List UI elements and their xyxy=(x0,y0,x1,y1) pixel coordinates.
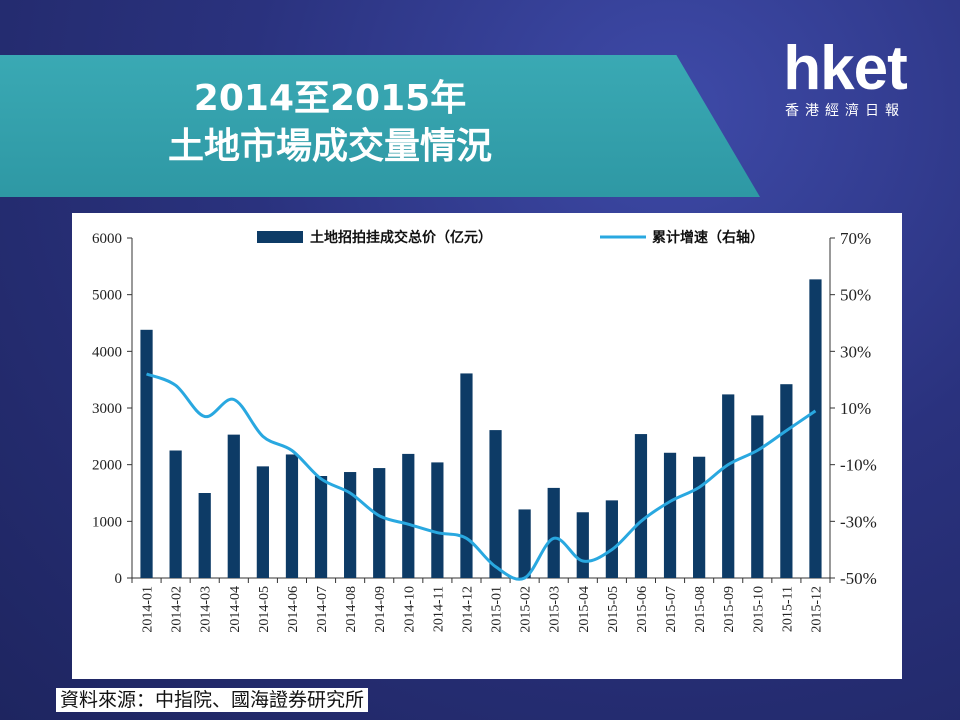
chart-panel: 0 1000 2000 3000 4000 5000 6000 -50% -30% -10% 10%… xyxy=(72,213,902,679)
line-series-cumulative-growth xyxy=(145,372,817,581)
bar-2014-11 xyxy=(431,462,444,578)
logo-wordmark: hket xyxy=(783,34,907,103)
bar-2014-07 xyxy=(314,476,328,578)
bar-2015-08 xyxy=(693,456,706,578)
title-line-2: 土地市場成交量情況 xyxy=(167,126,492,167)
x-tick-label-2015-11: 2015-11 xyxy=(780,586,795,632)
source-note: 資料來源：中指院、國海證券研究所 xyxy=(56,688,369,712)
x-tick-label-2014-05: 2014-05 xyxy=(257,586,272,633)
bar-2015-04 xyxy=(576,512,589,578)
bar-2014-09 xyxy=(373,468,386,578)
hket-logo: hket 香港經濟日報 xyxy=(760,36,930,120)
x-tick-label-2015-10: 2015-10 xyxy=(751,586,766,633)
x-tick-label-2014-09: 2014-09 xyxy=(373,586,388,633)
right-tick-label: -50% xyxy=(840,569,877,588)
x-tick-label-2014-01: 2014-01 xyxy=(141,586,156,633)
x-tick-label-2014-11: 2014-11 xyxy=(431,586,446,632)
x-tick-label-2014-06: 2014-06 xyxy=(286,586,301,633)
left-tick-label: 0 xyxy=(115,571,123,587)
legend-bar-label: 土地招拍挂成交总价（亿元） xyxy=(310,229,492,246)
bar-2015-05 xyxy=(605,500,618,578)
right-tick-label: -30% xyxy=(840,512,877,531)
x-tick-label-2014-03: 2014-03 xyxy=(199,586,214,633)
bar-2014-04 xyxy=(227,434,240,578)
x-tick-label-2015-12: 2015-12 xyxy=(809,586,824,633)
left-tick-label: 5000 xyxy=(92,288,122,304)
right-tick-label: 30% xyxy=(840,342,871,361)
bar-2014-03 xyxy=(198,493,211,578)
x-tick-label-2014-07: 2014-07 xyxy=(315,586,330,633)
bar-2014-08 xyxy=(344,472,357,578)
bar-2014-05 xyxy=(256,466,269,578)
logo-subtitle: 香港經濟日報 xyxy=(785,103,905,119)
x-tick-label-2014-04: 2014-04 xyxy=(228,586,243,633)
bar-2014-06 xyxy=(285,454,299,578)
bar-2015-06 xyxy=(634,434,648,578)
bar-2015-12 xyxy=(809,279,822,578)
bar-2014-10 xyxy=(402,453,415,578)
x-tick-label-2014-08: 2014-08 xyxy=(344,586,359,633)
left-tick-label: 6000 xyxy=(92,231,122,247)
bar-2015-07 xyxy=(663,452,677,578)
bar-2015-02 xyxy=(518,509,531,578)
x-tick-label-2015-07: 2015-07 xyxy=(664,586,679,633)
x-tick-label-2015-09: 2015-09 xyxy=(722,586,737,633)
right-tick-label: 10% xyxy=(840,399,871,418)
x-tick-label-2015-06: 2015-06 xyxy=(635,586,650,633)
x-tick-label-2015-08: 2015-08 xyxy=(693,586,708,633)
bar-2014-02 xyxy=(169,450,182,578)
right-tick-label: 50% xyxy=(840,286,871,305)
bar-2015-03 xyxy=(547,487,560,578)
left-tick-label: 3000 xyxy=(92,401,122,417)
x-tick-label-2014-02: 2014-02 xyxy=(170,586,185,633)
title-band xyxy=(0,55,760,197)
x-tick-label-2015-01: 2015-01 xyxy=(490,586,505,633)
bar-2015-09 xyxy=(722,394,735,578)
legend-line-label: 累计增速（右轴） xyxy=(652,229,764,246)
legend-bar-swatch xyxy=(257,231,303,243)
title-line-1: 2014至2015年 xyxy=(193,78,467,119)
left-tick-label: 2000 xyxy=(92,458,122,474)
x-tick-label-2015-04: 2015-04 xyxy=(577,586,592,633)
x-tick-label-2015-02: 2015-02 xyxy=(519,586,534,633)
left-tick-label: 1000 xyxy=(92,514,122,530)
bar-2015-11 xyxy=(780,384,793,578)
bar-2015-01 xyxy=(489,430,502,578)
x-tick-label-2015-05: 2015-05 xyxy=(606,586,621,633)
left-tick-label: 4000 xyxy=(92,344,122,360)
x-tick-label-2015-03: 2015-03 xyxy=(548,586,563,633)
x-tick-label-2014-10: 2014-10 xyxy=(402,586,417,633)
bar-line-chart: 0 1000 2000 3000 4000 5000 6000 -50% -30% -10% 10%… xyxy=(92,229,877,633)
bar-2014-01 xyxy=(140,329,153,578)
right-tick-label: 70% xyxy=(840,229,871,248)
page-title: 2014至2015年 土地市場成交量情況 xyxy=(80,75,580,171)
right-tick-label: -10% xyxy=(840,456,877,475)
bar-2014-12 xyxy=(460,373,473,578)
x-tick-label-2014-12: 2014-12 xyxy=(460,586,475,633)
bar-2015-10 xyxy=(751,415,764,578)
